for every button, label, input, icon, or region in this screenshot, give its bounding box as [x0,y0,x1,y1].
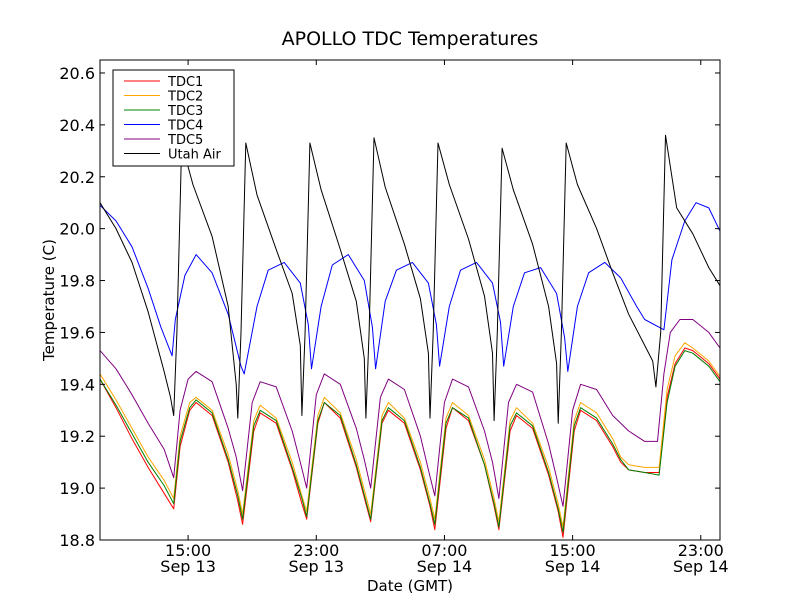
plot-frame [99,59,721,541]
y-tick-label: 20.4 [59,116,95,135]
legend-label: TDC5 [167,133,203,148]
y-tick-label: 19.0 [59,479,95,498]
x-tick-time-label: 23:00 [293,541,339,560]
legend-label: Utah Air [168,148,221,163]
x-tick-date-label: Sep 13 [160,557,216,576]
y-tick-label: 20.6 [59,64,95,83]
y-tick-label: 20.0 [59,220,95,239]
legend-label: TDC1 [167,75,203,90]
series-line-tdc5 [99,319,721,507]
series-line-utah-air [99,134,721,424]
y-tick-label: 19.2 [59,427,95,446]
y-tick-label: 19.6 [59,323,95,342]
legend-box [112,69,235,167]
series-line-tdc1 [99,347,721,538]
series-line-tdc3 [99,350,721,533]
chart-title: APOLLO TDC Temperatures [282,28,539,50]
x-tick-time-label: 23:00 [678,541,724,560]
x-tick-date-label: Sep 13 [288,557,344,576]
x-tick-date-label: Sep 14 [417,557,473,576]
y-axis-label: Temperature (C) [40,239,58,362]
y-tick-label: 19.8 [59,272,95,291]
x-tick-date-label: Sep 14 [545,557,601,576]
x-axis-label: Date (GMT) [367,577,453,595]
y-axis: 18.8 19.0 19.2 19.4 19.6 19.8 20.0 20.2 20.4 20.6 [59,64,720,550]
x-tick-time-label: 15:00 [550,541,596,560]
legend-label: TDC4 [167,119,203,134]
series-line-tdc4 [99,202,721,375]
y-tick-label: 18.8 [59,531,95,550]
series-group [99,134,721,538]
x-tick-date-label: Sep 14 [673,557,729,576]
series-line-tdc2 [99,342,721,528]
y-tick-label: 20.2 [59,168,95,187]
y-tick-label: 19.4 [59,375,95,394]
legend-label: TDC3 [167,104,203,119]
x-tick-time-label: 15:00 [165,541,211,560]
x-tick-time-label: 07:00 [421,541,467,560]
legend-label: TDC2 [167,90,203,105]
